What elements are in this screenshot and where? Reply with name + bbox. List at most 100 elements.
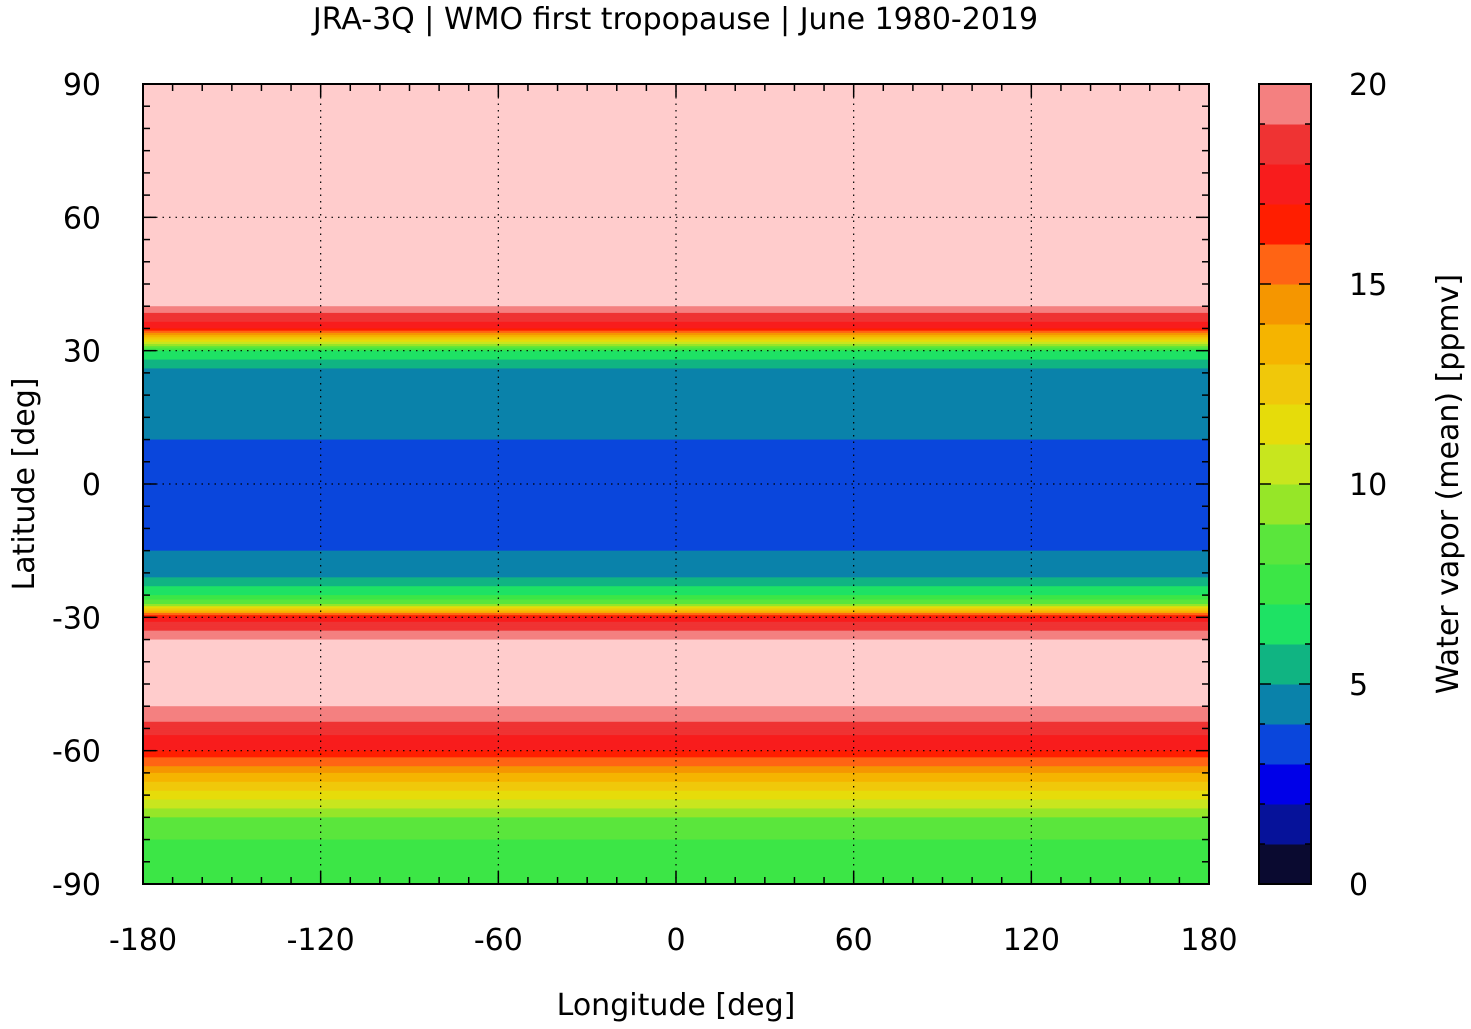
heatmap-cell (143, 159, 1209, 163)
heatmap-cell (143, 377, 1209, 381)
heatmap-cell (143, 439, 1209, 443)
heatmap-cell (143, 859, 1209, 863)
colorbar-segment (1259, 124, 1311, 165)
heatmap-cell (143, 146, 1209, 150)
heatmap-cell (143, 508, 1209, 512)
heatmap-cell (143, 715, 1209, 718)
heatmap-cell (143, 786, 1209, 790)
heatmap-cell (143, 339, 1209, 343)
heatmap-cell (143, 346, 1209, 350)
heatmap-cell (143, 632, 1209, 636)
heatmap-cell (143, 446, 1209, 450)
heatmap-cell (143, 461, 1209, 465)
heatmap-cell (143, 797, 1209, 801)
colorbar-segment (1259, 684, 1311, 725)
heatmap-cell (143, 328, 1209, 332)
x-tick-label: 60 (835, 923, 873, 958)
heatmap-cell (143, 750, 1209, 754)
heatmap-cell (143, 406, 1209, 410)
heatmap-cell (143, 177, 1209, 181)
heatmap-cell (143, 110, 1209, 114)
colorbar-segment (1259, 164, 1311, 205)
heatmap-cell (143, 372, 1209, 376)
heatmap-cell (143, 235, 1209, 238)
colorbar-segment (1259, 764, 1311, 805)
heatmap-cell (143, 292, 1209, 296)
heatmap-cell (143, 279, 1209, 283)
heatmap-cell (143, 201, 1209, 205)
heatmap-cell (143, 248, 1209, 252)
heatmap-cell (143, 852, 1209, 856)
heatmap-cell (143, 404, 1209, 407)
heatmap-cell (143, 650, 1209, 654)
x-tick-label: 0 (666, 923, 685, 958)
heatmap-cell (143, 559, 1209, 563)
heatmap-cell (143, 266, 1209, 270)
heatmap-cell (143, 706, 1209, 710)
heatmap-cell (143, 270, 1209, 274)
y-tick-label: 60 (63, 201, 101, 236)
heatmap-cell (143, 710, 1209, 714)
colorbar-segment (1259, 844, 1311, 885)
heatmap-cell (143, 517, 1209, 521)
heatmap-cell (143, 712, 1209, 716)
heatmap-cell (143, 799, 1209, 803)
heatmap-cell (143, 190, 1209, 194)
heatmap-cell (143, 315, 1209, 318)
heatmap-cell (143, 281, 1209, 285)
heatmap-cell (143, 730, 1209, 734)
heatmap-cell (143, 606, 1209, 610)
heatmap-cell (143, 679, 1209, 683)
heatmap-cell (143, 484, 1209, 487)
heatmap-cell (143, 721, 1209, 725)
heatmap-cell (143, 699, 1209, 703)
heatmap-cell (143, 126, 1209, 130)
heatmap-cell (143, 244, 1209, 247)
heatmap-cell (143, 541, 1209, 545)
y-tick-label: -30 (52, 601, 101, 636)
heatmap-cell (143, 144, 1209, 147)
colorbar-segment (1259, 324, 1311, 365)
x-tick-label: -180 (109, 923, 177, 958)
heatmap-cell (143, 450, 1209, 454)
colorbar-segment (1259, 84, 1311, 125)
heatmap-cell (143, 468, 1209, 472)
heatmap-cell (143, 579, 1209, 583)
heatmap-cell (143, 139, 1209, 143)
heatmap-cell (143, 392, 1209, 396)
heatmap-cell (143, 112, 1209, 116)
x-tick-labels: -180 -120 -60 0 60 120 180 (109, 923, 1238, 958)
heatmap-cell (143, 724, 1209, 727)
heatmap-cell (143, 172, 1209, 176)
x-tick-label: 180 (1180, 923, 1237, 958)
heatmap-cell (143, 430, 1209, 434)
heatmap-cell (143, 504, 1209, 507)
y-tick-labels: 90 60 30 0 -30 -60 -90 (52, 68, 101, 903)
grid-lines (143, 84, 1209, 884)
heatmap-cell (143, 257, 1209, 261)
heatmap-cell (143, 599, 1209, 603)
heatmap-cell (143, 326, 1209, 330)
heatmap-cell (143, 335, 1209, 338)
heatmap-cell (143, 595, 1209, 598)
heatmap-cell (143, 601, 1209, 605)
heatmap-cell (143, 137, 1209, 141)
heatmap-cell (143, 695, 1209, 698)
heatmap-cell (143, 501, 1209, 505)
heatmap-cell (143, 426, 1209, 430)
heatmap-cell (143, 370, 1209, 374)
heatmap-cell (143, 444, 1209, 447)
heatmap-cell (143, 515, 1209, 518)
heatmap-cell (143, 286, 1209, 290)
heatmap-cell (143, 644, 1209, 647)
heatmap-cell (143, 204, 1209, 207)
heatmap-cell (143, 488, 1209, 492)
heatmap-cell (143, 419, 1209, 423)
heatmap-cell (143, 828, 1209, 832)
heatmap-cell (143, 459, 1209, 463)
heatmap-cell (143, 537, 1209, 541)
heatmap-cell (143, 848, 1209, 852)
heatmap-cell (143, 417, 1209, 421)
heatmap-cell (143, 659, 1209, 663)
heatmap-cell (143, 832, 1209, 836)
